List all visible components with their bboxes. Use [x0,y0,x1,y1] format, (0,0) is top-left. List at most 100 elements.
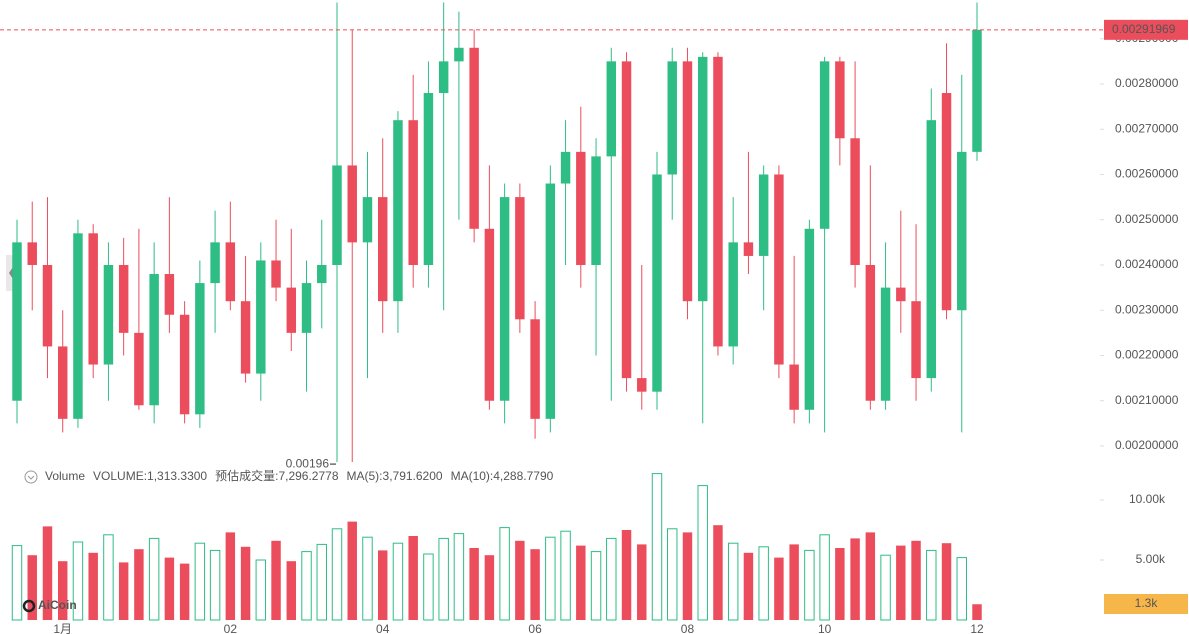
volume-bar [941,543,952,620]
candle-body [697,56,708,302]
volume-bar [103,534,114,621]
candle-body [880,287,891,401]
candle-body [42,264,53,347]
candle-body [134,332,144,406]
volume-bar [774,557,784,620]
candle-body [941,93,952,311]
candle-body [682,61,693,302]
y-tick-label: 0.00210000 [1115,393,1179,407]
volume-bar [590,551,602,621]
candle-body [393,120,403,302]
candle-body [88,233,98,365]
watermark-logo [22,599,36,613]
volume-bar [408,536,418,620]
volume-bar [392,542,404,621]
candle-body [438,61,449,94]
volume-bar [331,528,343,621]
candle-body [713,56,723,347]
volume-bar [835,548,845,620]
candle-body [195,283,205,415]
candle-body [454,47,464,62]
y-tick-label: 0.00260000 [1115,167,1179,181]
x-tick-label: 10 [818,622,832,634]
volume-bar [972,604,982,620]
candle-body [469,47,479,229]
volume-bar [148,537,160,621]
volume-bar [758,546,769,621]
volume-bar [164,557,175,620]
candle-body [179,314,190,415]
candle-body [73,233,83,419]
candle-body [926,120,937,379]
volume-bar [789,544,799,620]
candle-body [103,264,114,365]
legend-entry: 预估成交量:7,296.2778 [215,468,339,483]
volume-bar [530,549,540,620]
y-tick-label: 0.00270000 [1115,121,1179,135]
candle-body [957,151,967,311]
candle-body [149,274,159,406]
volume-bar [225,532,236,620]
candle-body [819,61,830,229]
candle-body [637,378,647,392]
volume-bar [865,532,876,620]
candle-body [515,197,525,320]
candle-body [743,242,754,256]
volume-bar [911,540,921,620]
volume-bar [11,545,23,621]
volume-bar [713,525,723,620]
volume-bar [651,473,663,621]
volume-pane [11,473,982,621]
volume-bar [484,555,495,620]
volume-bar [347,521,357,620]
volume-bar [743,552,754,620]
volume-tick-label: 10.00k [1129,492,1166,506]
candle-body [576,151,586,265]
candle-body [362,197,373,243]
candle-body [164,274,175,315]
candle-body [256,260,266,374]
volume-bar [819,534,830,621]
candle-body [301,283,312,333]
candle-body [728,242,738,347]
candle-body [423,93,434,265]
legend-entry: VOLUME:1,313.3300 [93,469,207,483]
candle-body [896,287,906,302]
candle-body [377,197,388,302]
candle-body [804,228,815,410]
volume-bar [499,527,510,621]
volume-bar [850,538,860,620]
y-tick-label: 0.00220000 [1115,348,1179,362]
volume-bar [667,528,678,621]
last-price-tag-bg [1104,19,1188,40]
volume-bar [804,549,815,621]
volume-bar [621,530,632,620]
x-tick-label: 06 [528,622,542,634]
volume-bar [637,544,647,620]
x-tick-label: 1月 [53,622,72,634]
volume-bar [362,536,373,621]
legend: Volume VOLUME:1,313.3300 预估成交量:7,296.2778 M… [22,468,554,613]
y-tick-label: 0.00250000 [1115,212,1179,226]
volume-bar [423,553,434,621]
last-price-tag: 0.00291969 [1112,22,1176,36]
y-tick-label: 0.00230000 [1115,302,1179,316]
volume-bar [271,540,281,620]
legend-entry: Volume [45,469,85,483]
volume-toggle[interactable] [24,470,38,484]
candle-body [591,156,601,265]
volume-bar [515,540,525,620]
candle-body [27,242,37,265]
legend-entry: MA(10):4,288.7790 [451,469,554,483]
candle-body [240,301,251,374]
volume-bar [682,532,693,620]
volume-bar [194,542,206,621]
x-tick-label: 12 [970,622,984,634]
volume-bar [27,555,37,620]
axes: 1月 02 04 06 08 10 12 0.00200000 0.00210000 0.0022… [0,19,1188,634]
candle-body [12,242,22,401]
volume-bar [926,549,937,621]
